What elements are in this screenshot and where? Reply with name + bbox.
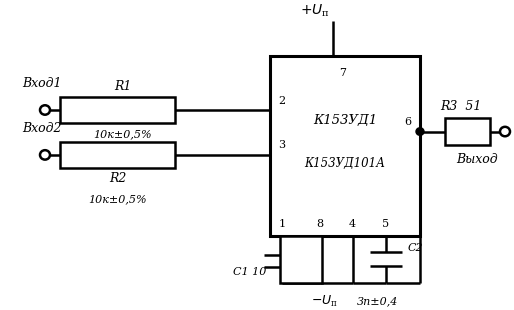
Bar — [60, 97, 175, 123]
Circle shape — [40, 150, 50, 160]
Text: 7: 7 — [340, 68, 346, 78]
Text: К153УД101А: К153УД101А — [304, 157, 386, 170]
Text: $+U_\mathregular{п}$: $+U_\mathregular{п}$ — [300, 3, 330, 19]
Text: 3п±0,4: 3п±0,4 — [357, 296, 398, 306]
Bar — [280, 236, 321, 283]
Text: 10к±0,5%: 10к±0,5% — [88, 194, 147, 204]
Text: C2: C2 — [408, 243, 423, 253]
Text: К153УД1: К153УД1 — [313, 114, 377, 127]
Text: Выход: Выход — [456, 153, 498, 166]
Text: 4: 4 — [349, 219, 356, 229]
Circle shape — [416, 128, 424, 135]
Circle shape — [500, 127, 510, 136]
Text: 2: 2 — [279, 95, 286, 105]
Bar — [445, 118, 490, 145]
Text: 10к±0,5%: 10к±0,5% — [93, 130, 152, 140]
Text: Вход2: Вход2 — [22, 122, 62, 135]
Bar — [60, 142, 175, 168]
Text: 6: 6 — [405, 117, 412, 127]
Bar — [270, 56, 420, 236]
Text: 1: 1 — [279, 219, 286, 229]
Text: 5: 5 — [382, 219, 389, 229]
Text: 3: 3 — [279, 140, 286, 150]
Circle shape — [40, 105, 50, 115]
Text: 8: 8 — [316, 219, 323, 229]
Text: $-U_\mathregular{п}$: $-U_\mathregular{п}$ — [311, 294, 338, 309]
Text: R2: R2 — [109, 172, 126, 185]
Text: Вход1: Вход1 — [22, 77, 62, 90]
Text: C1 10: C1 10 — [233, 267, 267, 277]
Text: R1: R1 — [114, 80, 131, 93]
Text: R3  51: R3 51 — [440, 100, 482, 113]
